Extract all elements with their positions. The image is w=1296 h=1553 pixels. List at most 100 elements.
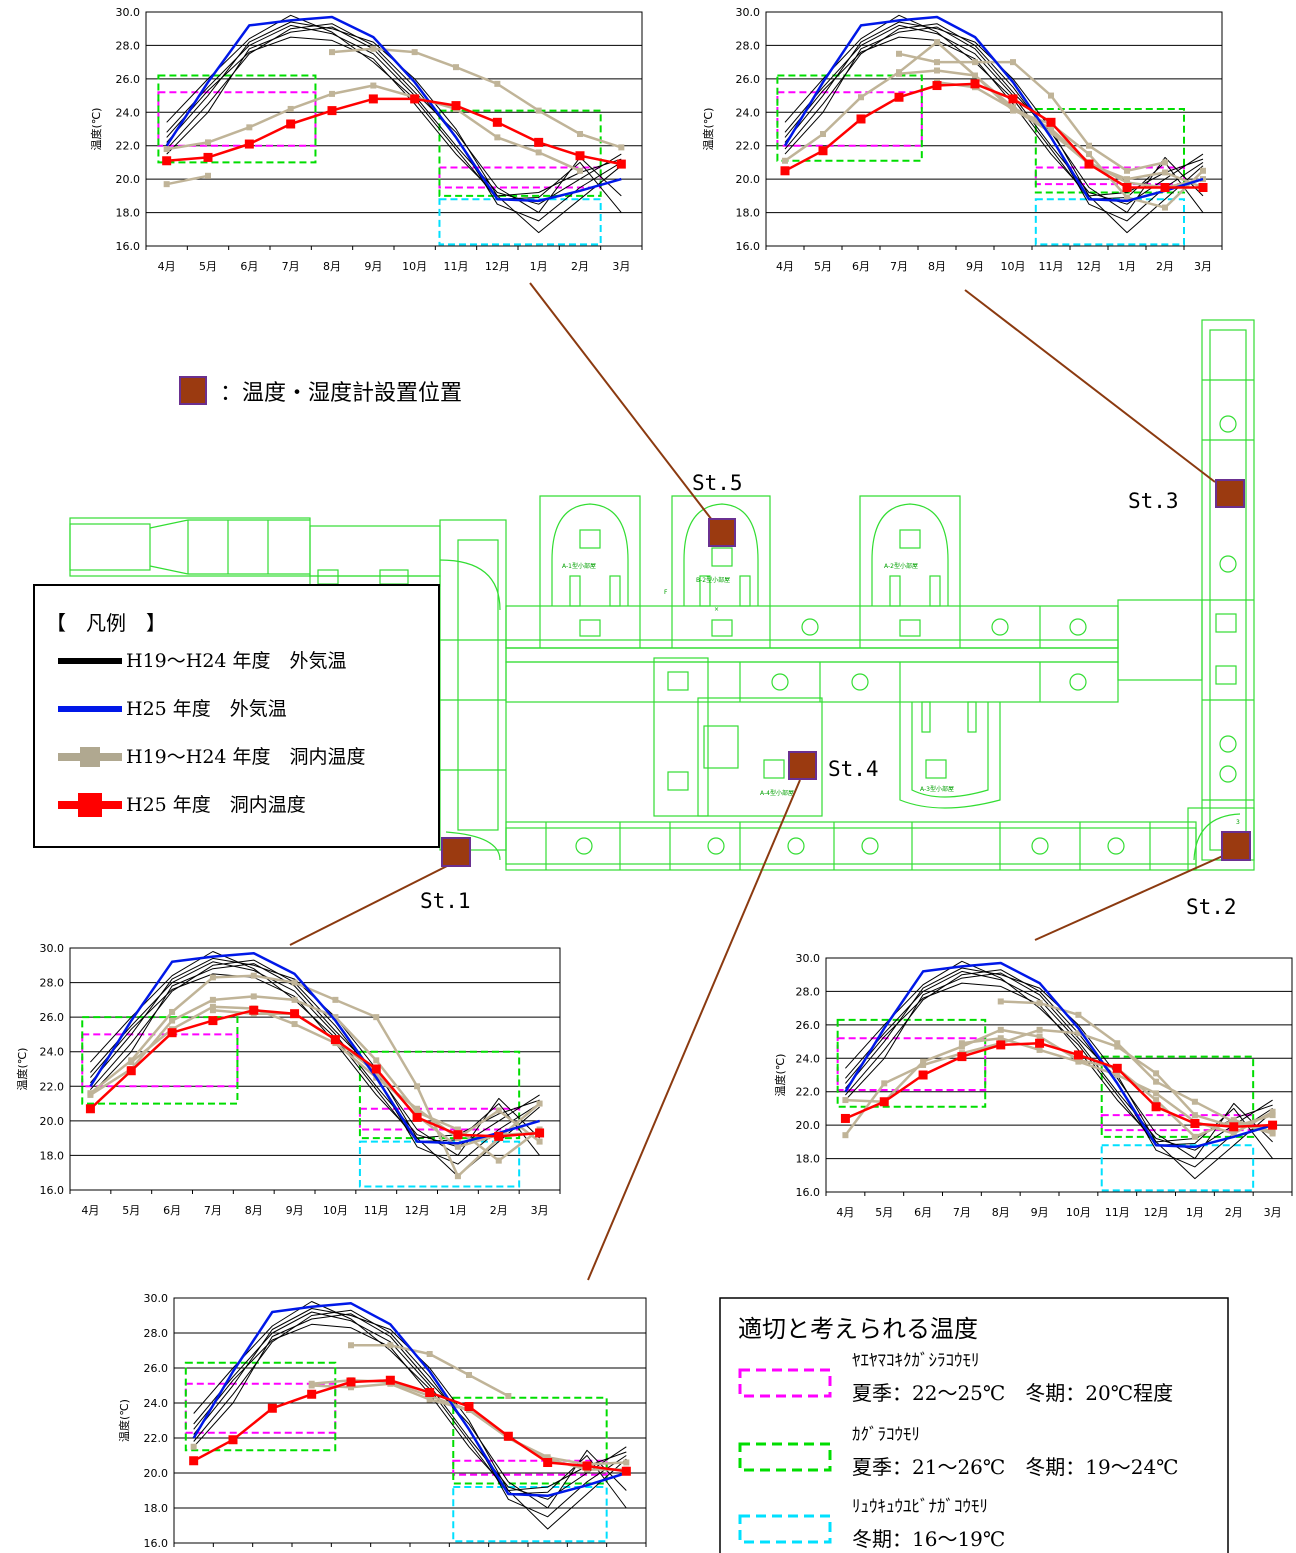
- series-outside-past: [90, 959, 540, 1165]
- point-inside-h25: [840, 1113, 850, 1123]
- x-tick-label: 2月: [490, 1204, 508, 1217]
- y-tick-label: 22.0: [736, 140, 761, 153]
- station-marker-st2: [1221, 831, 1251, 861]
- point-inside-past: [881, 1080, 888, 1087]
- x-tick-label: 4月: [836, 1206, 854, 1219]
- station-label-st1: St.1: [420, 889, 471, 913]
- point-inside-h25: [1198, 183, 1208, 192]
- plot-area: [69, 947, 561, 1191]
- series-outside-past: [784, 36, 1204, 197]
- x-tick-label: 11月: [444, 260, 469, 273]
- point-inside-past: [972, 59, 978, 66]
- suitable-range-cyan: [1034, 198, 1186, 246]
- x-tick-label: 11月: [364, 1204, 389, 1217]
- x-tick-label: 12月: [485, 260, 510, 273]
- y-axis-label: 温度(℃): [701, 108, 715, 151]
- series-inside-h25: [784, 82, 1203, 189]
- point-inside-past: [1153, 1090, 1160, 1097]
- station-marker-st5: [708, 518, 736, 547]
- point-inside-h25: [503, 1431, 513, 1441]
- point-inside-past: [329, 49, 335, 56]
- point-inside-past: [535, 149, 542, 156]
- x-tick-label: 9月: [286, 1204, 304, 1217]
- point-inside-past: [169, 1008, 176, 1015]
- suitable-range-item: ﾘｭｳｷｭｳﾕﾋﾞﾅｶﾞｺｳﾓﾘ 冬期：16～19℃: [738, 1497, 1005, 1551]
- leader-lines: [289, 282, 1226, 1281]
- y-tick-label: 20.0: [144, 1467, 169, 1480]
- plan-room-labels: A-1型小部屋 B-2型小部屋 A-2型小部屋 A-4型小部屋 A-3型小部屋 …: [562, 562, 1240, 826]
- point-inside-past: [535, 107, 542, 114]
- point-inside-h25: [621, 1466, 631, 1476]
- point-inside-h25: [244, 139, 254, 149]
- point-inside-h25: [957, 1052, 967, 1062]
- x-tick-label: 6月: [852, 260, 870, 273]
- plot-area: [765, 11, 1223, 247]
- point-inside-h25: [494, 1131, 504, 1141]
- series-outside-h25: [89, 951, 540, 1145]
- y-tick-label: 30.0: [40, 942, 65, 955]
- point-inside-h25: [1268, 1120, 1278, 1130]
- point-inside-past: [308, 1382, 315, 1389]
- y-tick-label: 24.0: [40, 1046, 65, 1059]
- point-inside-past: [1048, 92, 1054, 99]
- point-inside-past: [426, 1351, 433, 1357]
- point-inside-past: [1036, 1033, 1043, 1040]
- legend-label: H19～H24 年度 外気温: [126, 650, 347, 672]
- x-tick-label: 2月: [1225, 1206, 1243, 1219]
- y-tick-label: 22.0: [40, 1080, 65, 1093]
- point-inside-past: [1114, 1043, 1121, 1050]
- point-inside-past: [505, 1393, 512, 1399]
- y-tick-label: 26.0: [736, 73, 761, 86]
- y-tick-label: 16.0: [736, 240, 761, 253]
- point-inside-h25: [327, 106, 337, 116]
- x-tick-label: 2月: [1156, 260, 1174, 273]
- point-inside-past: [1086, 151, 1092, 158]
- series-inside-h25: [193, 1379, 627, 1473]
- x-tick-label: 4月: [776, 260, 794, 273]
- point-inside-h25: [1008, 94, 1018, 104]
- point-inside-past: [466, 1372, 472, 1378]
- x-tick-label: 9月: [364, 260, 382, 273]
- temperature-chart-st5: 16.0 18.0 20.0 22.0 24.0 26.0 28.0 30.0 4月 5月 6月 7月…: [89, 6, 643, 273]
- legend-label: H25 年度 洞内温度: [126, 794, 306, 816]
- point-inside-past: [209, 974, 216, 981]
- leader-st5: [529, 282, 713, 521]
- y-tick-label: 28.0: [116, 39, 141, 52]
- point-inside-h25: [368, 94, 378, 104]
- suitable-range-green: [1100, 1055, 1255, 1138]
- point-inside-past: [1191, 1098, 1198, 1105]
- point-inside-past: [495, 1157, 502, 1164]
- suitable-range-green: [81, 1016, 239, 1105]
- x-tick-label: 6月: [163, 1204, 181, 1217]
- point-inside-h25: [412, 1112, 422, 1122]
- point-inside-h25: [879, 1097, 889, 1107]
- x-tick-label: 11月: [1039, 260, 1064, 273]
- y-tick-label: 26.0: [40, 1011, 65, 1024]
- y-tick-label: 26.0: [796, 1019, 821, 1032]
- suitable-range-cyan: [452, 1486, 608, 1543]
- series-outside-past: [166, 36, 622, 197]
- series-outside-h25: [165, 15, 622, 203]
- point-inside-past: [370, 82, 377, 89]
- suitable-range-green: [184, 1361, 337, 1452]
- suitable-range-green: [1034, 107, 1186, 194]
- series-inside-past: [936, 80, 1204, 189]
- room-label-a2: A-2型小部屋: [884, 562, 918, 570]
- point-inside-past: [618, 144, 625, 151]
- point-inside-past: [205, 172, 211, 179]
- x-tick-label: 12月: [1077, 260, 1102, 273]
- x-tick-label: 10月: [402, 260, 427, 273]
- point-inside-past: [972, 72, 978, 79]
- point-inside-h25: [616, 159, 626, 169]
- legend-label: H19～H24 年度 洞内温度: [126, 746, 366, 768]
- series-outside-past: [193, 1309, 627, 1518]
- point-inside-past: [896, 69, 902, 76]
- point-inside-past: [414, 1083, 421, 1090]
- point-inside-past: [1075, 1011, 1082, 1018]
- point-inside-past: [1153, 1078, 1160, 1085]
- x-tick-label: 11月: [1105, 1206, 1130, 1219]
- point-inside-past: [896, 50, 902, 57]
- x-tick-label: 1月: [449, 1204, 467, 1217]
- suitable-range-green: [836, 1018, 987, 1108]
